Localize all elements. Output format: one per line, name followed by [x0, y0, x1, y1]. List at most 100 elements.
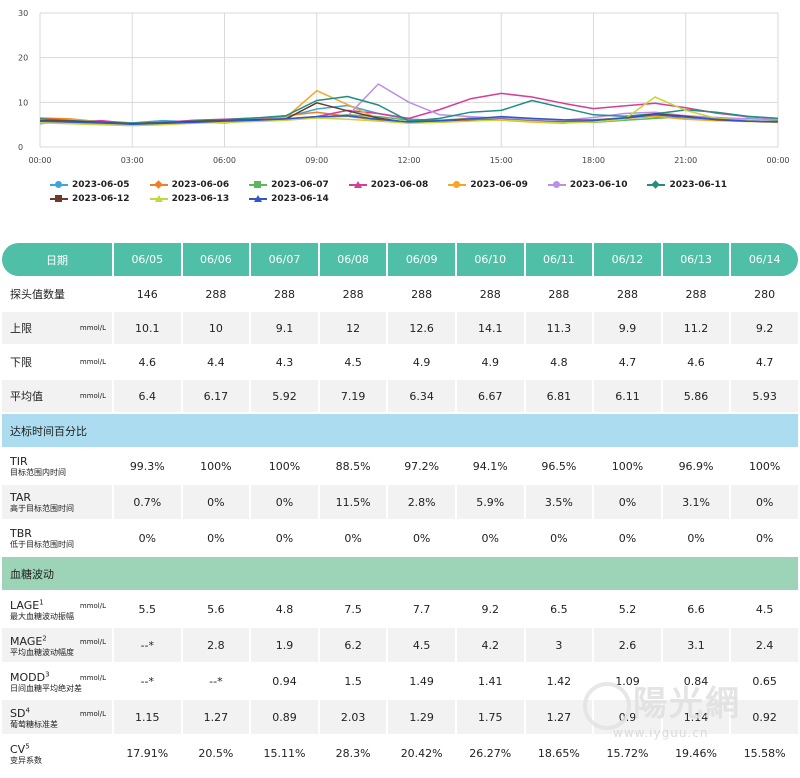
- row-label-sub: 目标范围内时间: [10, 467, 66, 477]
- table-row: 探头值数量 146 288 288 288 288 288 288 288 288 280: [2, 278, 798, 310]
- value-cell: 9.9: [594, 312, 661, 344]
- x-tick-label: 21:00: [674, 156, 697, 165]
- value-cell: 96.5%: [541, 459, 577, 473]
- legend-item[interactable]: 2023-06-06: [149, 178, 229, 191]
- value-cell: 288: [411, 287, 433, 301]
- value-cell: 12.6: [388, 312, 455, 344]
- row-label-block: TIR 目标范围内时间: [10, 455, 112, 478]
- legend-item[interactable]: 2023-06-11: [647, 178, 727, 191]
- footnote-marker: 5: [25, 742, 30, 751]
- row-label-sub: 高于目标范围时间: [10, 503, 74, 513]
- x-tick-label: 03:00: [121, 156, 144, 165]
- value-cell: 6.6: [687, 602, 705, 616]
- value-cell: 0%: [731, 485, 798, 519]
- legend-marker-icon: [348, 180, 367, 190]
- value-cell: 96.9%: [678, 459, 714, 473]
- value-cell: 288: [548, 287, 570, 301]
- value-cell: 146: [136, 287, 158, 301]
- row-label: MODD3 日间血糖平均绝对差 mmol/L: [2, 664, 112, 698]
- value-cell: --*: [209, 674, 223, 688]
- value-cell: 100%: [268, 459, 301, 473]
- value-cell: 0%: [618, 531, 637, 545]
- section-header: 达标时间百分比: [2, 414, 798, 447]
- legend-marker-icon: [647, 179, 666, 190]
- section-header: 血糖波动: [2, 557, 798, 590]
- row-label-text: TIR: [10, 454, 28, 468]
- row-label-text: 下限: [10, 356, 32, 369]
- value-cell: 0.65: [752, 674, 777, 688]
- value-cell: 3.1%: [662, 485, 730, 519]
- value-cell: 0.92: [731, 700, 798, 734]
- table-header-row: 日期 06/05 06/06 06/07 06/08 06/09 06/10 06/11 06/…: [2, 243, 798, 276]
- value-cell: 7.7: [412, 602, 431, 616]
- value-cell: 0%: [481, 531, 499, 545]
- value-cell: 4.9: [481, 355, 500, 369]
- row-label-sub: 变异系数: [10, 755, 42, 765]
- value-cell: 6.11: [594, 380, 661, 412]
- legend-item[interactable]: 2023-06-13: [149, 193, 229, 206]
- value-cell: 4.7: [755, 355, 774, 369]
- value-cell: 2.8%: [388, 485, 455, 519]
- legend-marker-icon: [50, 194, 68, 204]
- legend-item[interactable]: 2023-06-09: [448, 178, 528, 191]
- legend-item[interactable]: 2023-06-08: [348, 178, 429, 191]
- legend-marker-icon: [547, 180, 566, 190]
- value-cell: 4.8: [550, 355, 568, 369]
- value-cell: 1.42: [546, 674, 572, 688]
- row-label: SD4 葡萄糖标准差 mmol/L: [2, 700, 112, 734]
- value-cell: 288: [685, 287, 707, 301]
- value-cell: 0.84: [683, 674, 709, 688]
- value-cell: 88.5%: [335, 459, 371, 473]
- legend-item[interactable]: 2023-06-07: [249, 178, 329, 191]
- legend-marker-icon: [249, 194, 268, 204]
- table-row: CV5 变异系数 17.91% 20.5% 15.11% 28.3% 20.42% 26.27…: [2, 736, 798, 770]
- row-label: 平均值 mmol/L: [2, 380, 112, 412]
- table-row: TBR 低于目标范围时间 0% 0% 0% 0% 0% 0% 0% 0% 0% 0%: [2, 521, 798, 555]
- row-label-block: MAGE2 平均血糖波动幅度: [10, 634, 112, 658]
- value-cell: 0.89: [251, 700, 318, 734]
- value-cell: 17.91%: [126, 746, 169, 760]
- value-cell: 1.41: [478, 674, 503, 688]
- value-cell: 10: [182, 312, 250, 344]
- value-cell: 1.15: [114, 700, 181, 734]
- value-cell: 5.2: [618, 602, 637, 616]
- header-date: 06/14: [731, 243, 798, 276]
- value-cell: 0%: [550, 531, 568, 545]
- value-cell: 100%: [748, 459, 781, 473]
- value-cell: 5.93: [731, 380, 798, 412]
- legend-item[interactable]: 2023-06-05: [50, 178, 130, 191]
- glucose-stats-table: 日期 06/05 06/06 06/07 06/08 06/09 06/10 06/11 06/…: [0, 241, 800, 772]
- row-unit: mmol/L: [79, 324, 106, 332]
- value-cell: 1.5: [344, 674, 362, 688]
- footnote-marker: 4: [25, 706, 30, 715]
- value-cell: 3.5%: [525, 485, 593, 519]
- value-cell: 7.19: [319, 380, 387, 412]
- y-tick-label: 20: [18, 54, 28, 63]
- table-row: 平均值 mmol/L 6.4 6.17 5.92 7.19 6.34 6.67 6.81 6.11…: [2, 380, 798, 412]
- value-cell: 1.27: [182, 700, 250, 734]
- header-date: 06/07: [251, 243, 318, 276]
- value-cell: 20.5%: [198, 746, 234, 760]
- value-cell: 15.72%: [606, 746, 649, 760]
- x-tick-label: 15:00: [490, 156, 513, 165]
- value-cell: 6.4: [114, 380, 181, 412]
- row-label: TIR 目标范围内时间: [2, 449, 112, 483]
- value-cell: 3: [525, 628, 593, 662]
- value-cell: 99.3%: [129, 459, 165, 473]
- value-cell: 18.65%: [537, 746, 580, 760]
- value-cell: 1.29: [388, 700, 455, 734]
- legend-item[interactable]: 2023-06-12: [50, 193, 130, 206]
- row-label-sub: 日间血糖平均绝对差: [10, 683, 82, 693]
- legend-item[interactable]: 2023-06-14: [249, 193, 329, 206]
- value-cell: 94.1%: [472, 459, 508, 473]
- row-label-block: MODD3 日间血糖平均绝对差: [10, 670, 112, 694]
- value-cell: 0.9: [594, 700, 661, 734]
- legend-item[interactable]: 2023-06-10: [547, 178, 628, 191]
- header-date: 06/11: [525, 243, 593, 276]
- legend-label: 2023-06-10: [569, 179, 628, 190]
- row-label: TBR 低于目标范围时间: [2, 521, 112, 555]
- legend-label: 2023-06-08: [370, 179, 429, 190]
- value-cell: 6.67: [456, 380, 524, 412]
- glucose-line-chart: 0 10 20 30 00:00 03:00 06:00 09:00 12:00 15:00 18:…: [0, 0, 800, 210]
- row-label-sub: 低于目标范围时间: [10, 539, 74, 549]
